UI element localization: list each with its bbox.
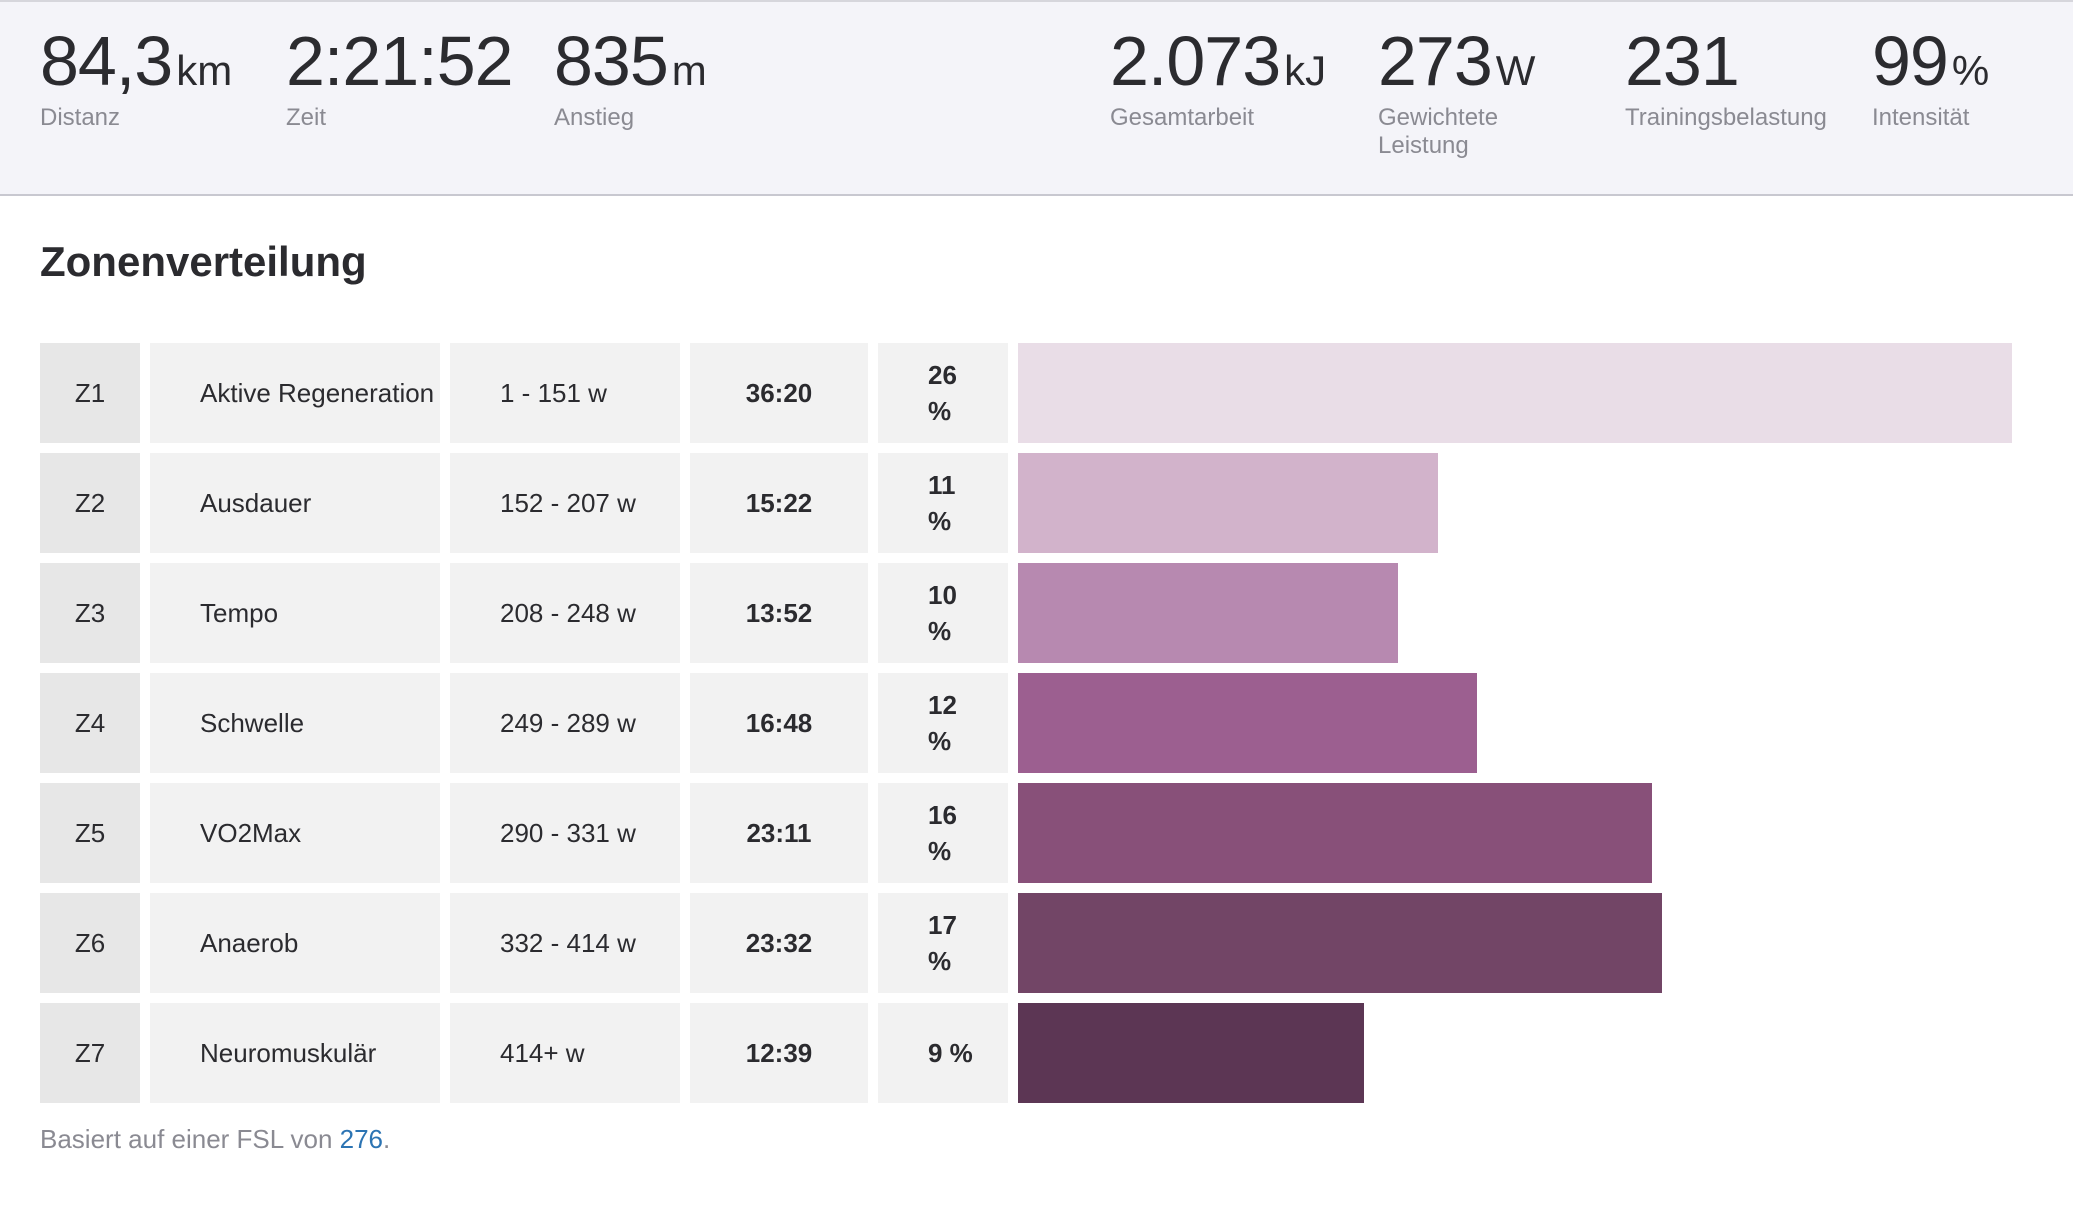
zone-range: 290 - 331 w <box>450 783 680 883</box>
zone-range: 249 - 289 w <box>450 673 680 773</box>
zone-id: Z1 <box>40 343 140 443</box>
stat-label: Gesamtarbeit <box>1110 104 1255 131</box>
zone-name: Schwelle <box>150 673 440 773</box>
stat-unit: km <box>176 47 233 94</box>
zone-time: 36:20 <box>690 343 868 443</box>
stat-unit: m <box>671 47 707 94</box>
zone-bar-track <box>1018 893 2012 993</box>
zone-bar-track <box>1018 673 2012 773</box>
zone-bar <box>1018 893 1663 993</box>
stat-elevation: 835m Anstieg <box>554 26 707 132</box>
zone-name: Ausdauer <box>150 453 440 553</box>
stat-unit: kJ <box>1284 47 1327 94</box>
stat-training-load: 231 Trainingsbelastung <box>1625 26 1827 132</box>
stat-total-work: 2.073kJ Gesamtarbeit <box>1110 26 1326 132</box>
zone-row: Z5 VO2Max 290 - 331 w 23:11 16 % <box>40 783 2040 883</box>
stat-label: Trainingsbelastung <box>1625 104 1827 131</box>
fsl-link[interactable]: 276 <box>339 1124 384 1154</box>
stat-value: 273 <box>1378 22 1493 100</box>
zone-percent: 10 % <box>878 563 1008 663</box>
stat-value: 99 <box>1872 22 1949 100</box>
zone-range: 152 - 207 w <box>450 453 680 553</box>
footnote: Basiert auf einer FSL von 276. <box>40 1124 390 1155</box>
zone-time: 23:32 <box>690 893 868 993</box>
zone-row: Z6 Anaerob 332 - 414 w 23:32 17 % <box>40 893 2040 993</box>
zone-name: Anaerob <box>150 893 440 993</box>
zone-row: Z4 Schwelle 249 - 289 w 16:48 12 % <box>40 673 2040 773</box>
zone-bar-track <box>1018 343 2012 443</box>
stat-value: 84,3 <box>40 22 173 100</box>
stat-label: Gewichtete Leistung <box>1378 104 1499 159</box>
zone-percent: 11 % <box>878 453 1008 553</box>
zone-id: Z6 <box>40 893 140 993</box>
zone-range: 414+ w <box>450 1003 680 1103</box>
zone-bar-track <box>1018 1003 2012 1103</box>
zone-bar <box>1018 783 1653 883</box>
stat-unit: % <box>1951 47 1990 94</box>
stat-value: 2:21:52 <box>286 22 514 100</box>
zone-id: Z7 <box>40 1003 140 1103</box>
zone-time: 23:11 <box>690 783 868 883</box>
zone-time: 13:52 <box>690 563 868 663</box>
section-title: Zonenverteilung <box>40 238 367 285</box>
stat-value: 2.073 <box>1110 22 1281 100</box>
zone-percent: 17 % <box>878 893 1008 993</box>
zone-time: 12:39 <box>690 1003 868 1103</box>
stat-value: 231 <box>1625 22 1740 100</box>
stat-intensity: 99% Intensität <box>1872 26 1989 132</box>
zone-row: Z7 Neuromuskulär 414+ w 12:39 9 % <box>40 1003 2040 1103</box>
footnote-suffix: . <box>383 1124 391 1154</box>
zone-name: Neuromuskulär <box>150 1003 440 1103</box>
stat-label: Anstieg <box>554 104 635 131</box>
stat-label: Distanz <box>40 104 121 131</box>
zone-percent: 16 % <box>878 783 1008 883</box>
zone-bar-track <box>1018 453 2012 553</box>
stat-weighted-power: 273W Gewichtete Leistung <box>1378 26 1578 160</box>
footnote-prefix: Basiert auf einer FSL von <box>40 1124 340 1154</box>
zone-name: Aktive Regeneration <box>150 343 440 443</box>
stat-distance: 84,3km Distanz <box>40 26 232 132</box>
zone-id: Z4 <box>40 673 140 773</box>
stat-label: Intensität <box>1872 104 1970 131</box>
zone-percent: 12 % <box>878 673 1008 773</box>
stat-value: 835 <box>554 22 669 100</box>
zone-name: Tempo <box>150 563 440 663</box>
zone-range: 332 - 414 w <box>450 893 680 993</box>
stats-header: 84,3km Distanz 2:21:52 Zeit 835m Anstieg… <box>0 0 2073 196</box>
zone-bar <box>1018 563 1398 663</box>
zone-row: Z3 Tempo 208 - 248 w 13:52 10 % <box>40 563 2040 663</box>
zone-id: Z5 <box>40 783 140 883</box>
zone-bar <box>1018 453 1439 553</box>
zone-bar <box>1018 673 1478 773</box>
zone-percent: 9 % <box>878 1003 1008 1103</box>
zone-range: 208 - 248 w <box>450 563 680 663</box>
zone-row: Z1 Aktive Regeneration 1 - 151 w 36:20 2… <box>40 343 2040 443</box>
zone-bar <box>1018 343 2012 443</box>
zone-time: 15:22 <box>690 453 868 553</box>
zone-row: Z2 Ausdauer 152 - 207 w 15:22 11 % <box>40 453 2040 553</box>
zone-id: Z2 <box>40 453 140 553</box>
stat-label: Zeit <box>286 104 327 131</box>
zone-range: 1 - 151 w <box>450 343 680 443</box>
zone-percent: 26 % <box>878 343 1008 443</box>
stat-time: 2:21:52 Zeit <box>286 26 517 132</box>
zone-bar <box>1018 1003 1364 1103</box>
zone-name: VO2Max <box>150 783 440 883</box>
zone-bar-track <box>1018 563 2012 663</box>
zone-time: 16:48 <box>690 673 868 773</box>
zone-bar-track <box>1018 783 2012 883</box>
stat-unit: W <box>1495 47 1536 94</box>
zone-id: Z3 <box>40 563 140 663</box>
